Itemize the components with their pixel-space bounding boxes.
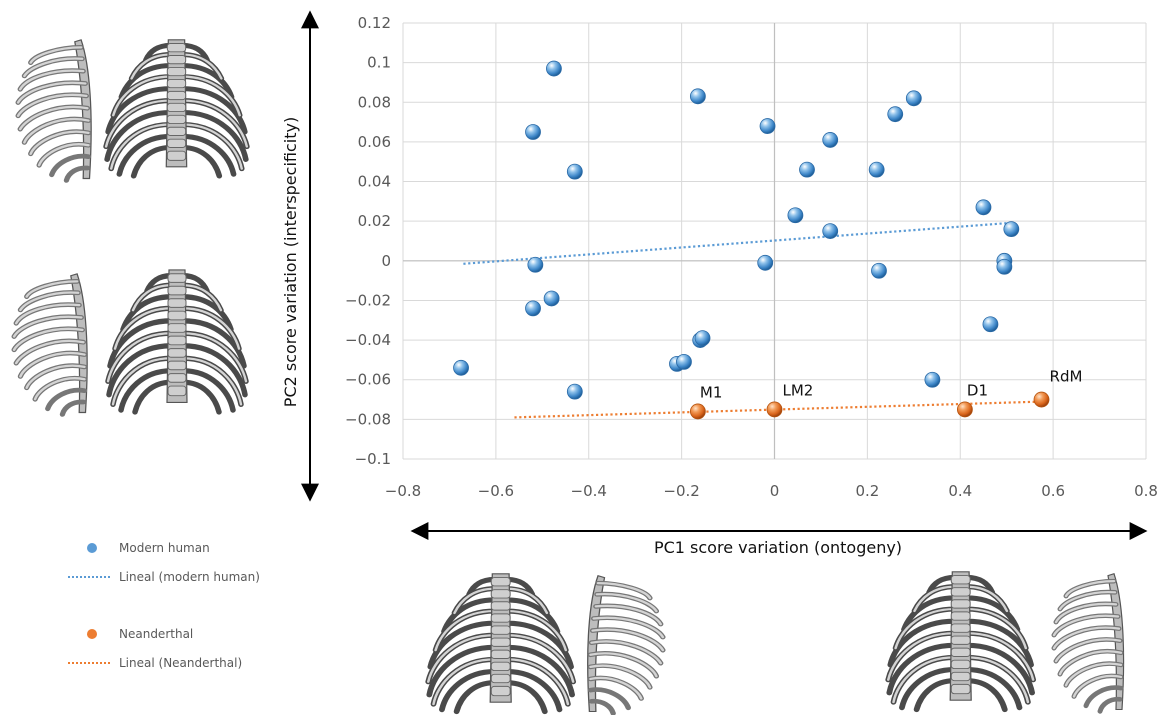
modern-human-point (759, 118, 776, 134)
modern-human-point (871, 262, 887, 279)
ribcage-mid-left-lateral-icon (14, 274, 87, 415)
legend-label-lineal-modern-human: Lineal (modern human) (119, 570, 260, 584)
y-tick-label: 0.12 (358, 14, 391, 32)
x-tick-labels: −0.8 −0.6 −0.4 −0.2 0 0.2 0.4 0.6 0.8 (385, 482, 1158, 500)
neanderthal-point (1033, 391, 1050, 408)
legend: Modern human Lineal (modern human) Neand… (68, 541, 260, 670)
y-tick-label: 0.06 (358, 133, 391, 151)
modern-human-point (694, 330, 711, 347)
modern-human-point (527, 256, 544, 273)
legend-marker-neanderthal (87, 629, 97, 639)
legend-label-modern-human: Modern human (119, 541, 210, 555)
modern-human-point (996, 258, 1013, 275)
modern-human-point (546, 60, 562, 77)
x-tick-label: −0.8 (385, 482, 421, 500)
modern-human-point (887, 106, 904, 123)
y-tick-label: 0.1 (367, 54, 391, 72)
y-axis-title: PC2 score variation (interspecificity) (281, 117, 300, 407)
x-tick-label: −0.6 (478, 482, 514, 500)
modern-human-point (566, 383, 583, 400)
trendlines (463, 222, 1044, 419)
ribcage-top-left-lateral-icon (18, 40, 91, 181)
point-label-rdm: RdM (1050, 368, 1083, 386)
y-tick-label: −0.06 (345, 371, 391, 389)
scatter-plot: −0.8 −0.6 −0.4 −0.2 0 0.2 0.4 0.6 0.8 0.12 0.1 0.0… (345, 14, 1158, 500)
legend-label-neanderthal: Neanderthal (119, 627, 193, 641)
neanderthal-point (956, 401, 973, 418)
modern-human-point (525, 300, 541, 317)
y-tick-label: −0.04 (345, 331, 391, 349)
ribcage-bottom-right-lateral-icon (1054, 574, 1124, 712)
x-tick-label: 0.2 (855, 482, 879, 500)
x-tick-label: −0.4 (571, 482, 607, 500)
modern-human-point (822, 132, 839, 148)
ribcage-bottom-right-frontal-icon (888, 572, 1033, 710)
modern-human-point (868, 161, 885, 178)
modern-human-point (1003, 221, 1020, 238)
neanderthal-point (766, 401, 783, 418)
y-tick-label: 0.08 (358, 93, 391, 111)
modern-human-point (566, 163, 583, 180)
x-tick-label: 0.4 (948, 482, 972, 500)
legend-label-lineal-neanderthal: Lineal (Neanderthal) (119, 656, 242, 670)
x-tick-label: 0 (770, 482, 780, 500)
x-tick-label: 0.8 (1134, 482, 1158, 500)
y-tick-label: −0.08 (345, 410, 391, 428)
trendline-modern-human (463, 222, 1007, 265)
data-points (453, 60, 1050, 420)
modern-human-point (799, 161, 815, 178)
y-tick-label: 0 (381, 252, 391, 270)
ribcage-bottom-center-frontal-icon (428, 574, 573, 712)
modern-human-point (453, 359, 469, 376)
modern-human-point (905, 90, 922, 107)
ribcage-bottom-center-lateral-icon (588, 576, 663, 714)
modern-human-point (525, 124, 541, 140)
x-tick-label: 0.6 (1041, 482, 1065, 500)
y-tick-label: −0.1 (355, 450, 391, 468)
zero-axes (403, 23, 1146, 459)
x-axis-title: PC1 score variation (ontogeny) (654, 538, 902, 557)
ribcage-mid-left-frontal-icon (108, 270, 246, 412)
modern-human-point (975, 199, 992, 216)
x-tick-label: −0.2 (663, 482, 699, 500)
y-tick-labels: 0.12 0.1 0.08 0.06 0.04 0.02 0 −0.02 −0.04 −0.06 −… (345, 14, 391, 468)
modern-human-point (689, 88, 706, 105)
modern-human-point (676, 353, 692, 370)
modern-human-point (757, 254, 774, 271)
point-label-m1: M1 (700, 383, 723, 401)
modern-human-point (822, 223, 839, 239)
modern-human-point (787, 207, 804, 224)
modern-human-point (924, 371, 941, 388)
point-labels: M1 LM2 D1 RdM (700, 368, 1083, 402)
point-label-lm2: LM2 (783, 381, 814, 399)
modern-human-point (543, 290, 560, 307)
neanderthal-point (689, 403, 706, 420)
ribcage-top-left-frontal-icon (106, 40, 247, 176)
y-tick-label: 0.04 (358, 173, 391, 191)
modern-human-point (982, 316, 999, 333)
y-tick-label: 0.02 (358, 212, 391, 230)
legend-marker-modern-human (87, 543, 97, 553)
y-tick-label: −0.02 (345, 291, 391, 309)
point-label-d1: D1 (967, 381, 988, 399)
